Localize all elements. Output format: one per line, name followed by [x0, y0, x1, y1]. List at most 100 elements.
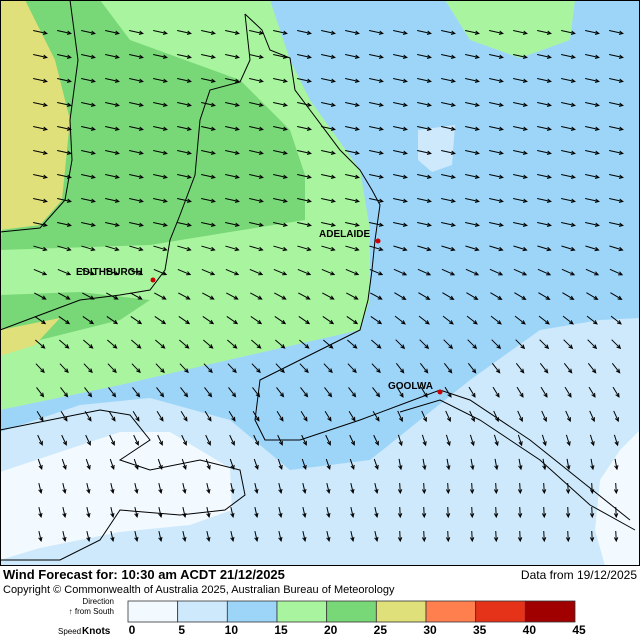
- wind-arrow: [158, 483, 163, 494]
- wind-arrow: [489, 102, 504, 107]
- wind-arrow: [537, 78, 552, 83]
- wind-arrow: [373, 434, 379, 446]
- wind-arrow: [561, 54, 576, 59]
- wind-arrow: [297, 54, 312, 59]
- wind-arrow: [301, 434, 307, 446]
- wind-arrow: [38, 507, 43, 518]
- wind-arrow: [589, 506, 595, 519]
- wind-arrow: [346, 316, 359, 325]
- legend-swatch: [177, 600, 228, 623]
- wind-arrow: [394, 292, 407, 300]
- wind-arrow: [109, 434, 115, 446]
- coastline: [399, 399, 636, 531]
- wind-arrow: [468, 386, 476, 398]
- wind-arrow: [611, 363, 621, 374]
- wind-arrow: [202, 292, 215, 300]
- wind-arrow: [204, 410, 212, 422]
- legend-swatch: [276, 600, 328, 623]
- wind-arrow: [177, 30, 192, 35]
- wind-arrow: [203, 339, 214, 349]
- wind-arrow: [249, 245, 264, 252]
- wind-arrow: [588, 386, 596, 398]
- wind-arrow: [86, 531, 91, 542]
- coastline: [0, 13, 251, 331]
- wind-arrow: [178, 316, 191, 325]
- wind-arrow: [105, 174, 120, 179]
- wind-arrow: [393, 54, 408, 59]
- wind-arrow: [158, 507, 163, 518]
- wind-arrow: [513, 198, 528, 203]
- wind-arrow: [345, 245, 360, 252]
- wind-arrow: [249, 54, 264, 59]
- wind-arrow: [565, 434, 571, 447]
- wind-arrow: [60, 410, 68, 422]
- data-date: Data from 19/12/2025: [521, 568, 637, 582]
- wind-arrow: [86, 507, 91, 518]
- wind-arrow: [517, 434, 523, 447]
- wind-arrow: [33, 126, 48, 131]
- wind-arrow: [155, 363, 165, 374]
- wind-arrow: [489, 198, 504, 203]
- legend-tick-label: 20: [324, 623, 338, 637]
- wind-arrow: [537, 245, 552, 252]
- wind-arrow: [85, 434, 91, 446]
- wind-arrow: [82, 316, 95, 325]
- wind-arrow: [273, 30, 288, 35]
- legend-direction-note: ↑ from South: [69, 607, 114, 616]
- wind-arrow: [467, 363, 477, 374]
- wind-arrow: [393, 174, 408, 179]
- wind-arrow: [321, 54, 336, 59]
- wind-arrow: [181, 434, 187, 446]
- wind-arrow: [421, 434, 427, 447]
- wind-arrow: [369, 245, 384, 252]
- wind-arrow: [417, 222, 432, 227]
- wind-arrow: [441, 126, 456, 131]
- wind-arrow: [297, 174, 312, 179]
- wind-arrow: [350, 507, 355, 518]
- wind-arrow: [539, 339, 550, 350]
- wind-arrow: [154, 316, 167, 325]
- wind-arrow: [394, 315, 406, 325]
- wind-arrow: [398, 458, 403, 471]
- wind-arrow: [609, 30, 624, 35]
- wind-arrow: [105, 268, 120, 276]
- wind-arrow: [297, 102, 312, 107]
- wind-arrow: [274, 292, 287, 300]
- wind-arrow: [469, 530, 475, 543]
- wind-arrow: [441, 78, 456, 83]
- wind-arrow: [57, 150, 72, 155]
- wind-arrow: [513, 54, 528, 59]
- wind-arrow: [58, 316, 71, 325]
- wind-arrow: [369, 174, 384, 179]
- wind-arrow: [253, 458, 259, 470]
- wind-arrow: [397, 434, 403, 447]
- wind-arrow: [373, 458, 379, 470]
- wind-arrow: [83, 363, 93, 374]
- wind-arrow: [345, 150, 360, 155]
- wind-arrow: [490, 315, 502, 325]
- wind-arrow: [371, 363, 381, 374]
- wind-arrow: [38, 531, 43, 542]
- wind-arrow: [321, 268, 336, 276]
- wind-arrow: [62, 483, 67, 494]
- wind-arrow: [585, 198, 600, 203]
- wind-arrow: [33, 198, 48, 203]
- wind-arrow: [513, 30, 528, 35]
- wind-arrow: [300, 387, 309, 398]
- wind-arrow: [201, 245, 216, 252]
- wind-arrow: [109, 458, 115, 470]
- wind-arrow: [348, 387, 357, 398]
- map: ADELAIDE EDITHBURGH GOOLWA: [0, 0, 640, 566]
- wind-arrow: [225, 222, 240, 227]
- wind-arrow: [61, 434, 67, 446]
- wind-arrow: [609, 78, 624, 83]
- wind-arrow: [585, 126, 600, 131]
- wind-arrow: [395, 363, 405, 374]
- wind-arrow: [203, 363, 213, 374]
- wind-arrow: [417, 268, 432, 276]
- wind-arrow: [110, 507, 115, 518]
- wind-arrow: [610, 292, 623, 300]
- wind-arrow: [297, 268, 312, 276]
- wind-arrow: [369, 126, 384, 131]
- wind-arrow: [275, 363, 285, 374]
